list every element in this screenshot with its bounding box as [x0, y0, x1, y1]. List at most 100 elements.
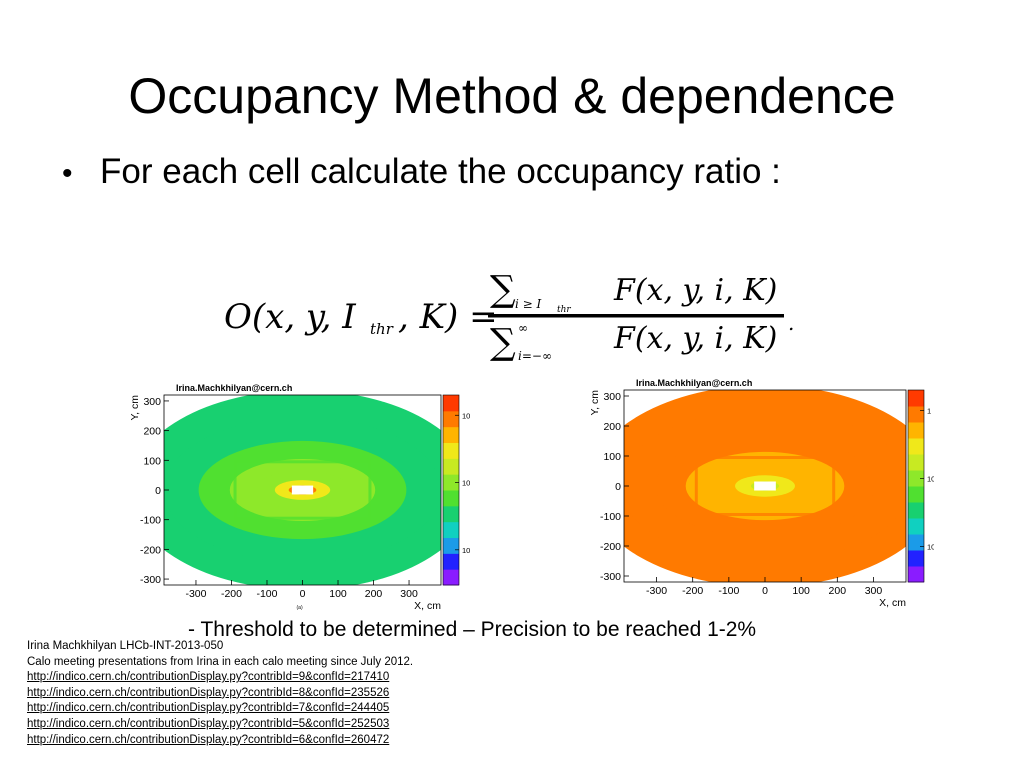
reference-link[interactable]: http://indico.cern.ch/contributionDispla…: [27, 671, 390, 684]
colorbar-swatch: [908, 534, 924, 551]
fraction-bar: [488, 314, 784, 318]
y-tick-label: 300: [603, 391, 621, 403]
colorbar-tick-label: 10⁻³: [462, 546, 470, 555]
colorbar-swatch: [908, 518, 924, 535]
plot-title: Irina.Machkhilyan@cern.ch: [176, 383, 292, 393]
x-tick-label: 300: [865, 585, 883, 597]
colorbar-swatch: [443, 505, 459, 523]
slide-title: Occupancy Method & dependence: [128, 68, 896, 124]
x-tick-label: -200: [682, 585, 703, 597]
colorbar-swatch: [443, 458, 459, 475]
colorbar-swatch: [443, 426, 459, 443]
colorbar-tick-label: 10⁻²: [462, 479, 470, 488]
x-tick-label: -200: [221, 588, 242, 600]
y-tick-label: 100: [143, 455, 161, 467]
plot-footnote: (a): [297, 605, 303, 611]
y-tick-label: 300: [143, 396, 161, 408]
reference-link[interactable]: http://indico.cern.ch/contributionDispla…: [27, 717, 390, 730]
bullet-text: For each cell calculate the occupancy ra…: [100, 152, 781, 191]
heatmap-cells: [624, 390, 906, 582]
colorbar-swatch: [443, 569, 459, 586]
x-tick-label: 0: [762, 585, 768, 597]
heatmap-cells: [164, 395, 441, 585]
numerator-sum-subscript-tail: thr: [557, 305, 571, 315]
colorbar-frame: [442, 394, 460, 586]
formula-denominator: F(x, y, i, K): [613, 321, 777, 356]
bullet-dot-icon: •: [62, 157, 73, 190]
y-tick-label: -200: [600, 541, 621, 553]
colorbar-swatch: [908, 502, 924, 519]
y-tick-label: 0: [155, 485, 161, 497]
colorbar-tick-label: 10⁻¹: [462, 411, 470, 420]
y-axis-label: Y, cm: [129, 395, 141, 421]
colorbar-swatch: [908, 454, 924, 471]
x-tick-label: 200: [829, 585, 847, 597]
occupancy-formula: O(x, y, I thr , K) = ∑ i ≥ I thr F(x, y,…: [224, 269, 794, 363]
colorbar: 1 10⁻¹ 10⁻²: [907, 389, 934, 583]
y-tick-label: 100: [603, 451, 621, 463]
plot-title: Irina.Machkhilyan@cern.ch: [636, 378, 752, 388]
colorbar-tick-label: 10⁻¹: [927, 474, 934, 483]
reference-text: Irina Machkhilyan LHCb-INT-2013-050: [27, 640, 224, 652]
reference-link[interactable]: http://indico.cern.ch/contributionDispla…: [27, 702, 390, 715]
occupancy-heatmap-left: -300 -200 -100 0 100 200 300 300 200 100 0 -100 -200…: [129, 383, 470, 612]
colorbar-swatch: [443, 442, 459, 459]
reference-list: Irina Machkhilyan LHCb-INT-2013-050 Calo …: [27, 639, 413, 748]
y-tick-label: 200: [143, 426, 161, 438]
formula-lhs-subscript: thr: [370, 320, 394, 338]
numerator-sum-icon: ∑: [490, 269, 516, 310]
x-tick-label: -100: [256, 588, 277, 600]
colorbar-swatch: [443, 410, 459, 428]
denominator-sum-subscript: i=−∞: [518, 349, 552, 363]
x-tick-label: 100: [329, 588, 347, 600]
colorbar-swatch: [908, 438, 924, 455]
colorbar: 10⁻¹ 10⁻² 10⁻³: [442, 394, 470, 586]
y-tick-label: -300: [600, 571, 621, 583]
y-tick-label: -200: [140, 544, 161, 556]
colorbar-tick-label: 10⁻²: [927, 542, 934, 551]
colorbar-swatch: [908, 486, 924, 503]
colorbar-frame: [907, 389, 925, 583]
x-axis-label: X, cm: [414, 600, 441, 612]
colorbar-swatch: [443, 395, 459, 412]
formula-lhs-tail: , K) =: [398, 297, 498, 337]
x-tick-label: -100: [718, 585, 739, 597]
colorbar-swatch: [443, 521, 459, 538]
beam-hole: [754, 481, 776, 491]
colorbar-swatch: [908, 406, 924, 423]
beam-hole: [291, 485, 314, 495]
reference-link[interactable]: http://indico.cern.ch/contributionDispla…: [27, 686, 390, 699]
caption-threshold: - Threshold to be determined – Precision…: [188, 618, 757, 641]
numerator-sum-subscript: i ≥ I: [515, 297, 542, 311]
denominator-sum-icon: ∑: [490, 322, 516, 363]
reference-link[interactable]: http://indico.cern.ch/contributionDispla…: [27, 733, 390, 746]
colorbar-swatch: [908, 566, 924, 583]
colorbar-tick-label: 1: [927, 406, 931, 415]
denominator-sum-superscript: ∞: [518, 321, 528, 335]
x-axis-label: X, cm: [879, 597, 906, 609]
y-tick-label: -100: [600, 511, 621, 523]
colorbar-swatch: [908, 550, 924, 567]
colorbar-swatch: [908, 470, 924, 487]
formula-trailing-period: .: [788, 311, 794, 335]
inner-region-outline: [233, 460, 372, 520]
formula-numerator: F(x, y, i, K): [613, 273, 777, 308]
x-tick-label: 300: [400, 588, 418, 600]
bullet-item: • For each cell calculate the occupancy …: [62, 150, 781, 196]
colorbar-swatch: [443, 537, 459, 554]
y-tick-label: 0: [615, 481, 621, 493]
x-tick-label: -300: [646, 585, 667, 597]
colorbar-swatch: [908, 422, 924, 439]
x-tick-label: 0: [300, 588, 306, 600]
y-axis-label: Y, cm: [589, 390, 601, 416]
x-tick-label: 100: [792, 585, 810, 597]
colorbar-swatch: [443, 490, 459, 507]
occupancy-heatmap-right: -300 -200 -100 0 100 200 300 300 200 100 0 -100 -200…: [589, 378, 934, 609]
colorbar-swatch: [443, 553, 459, 570]
formula-lhs: O(x, y, I: [224, 297, 356, 337]
y-tick-label: -100: [140, 515, 161, 527]
reference-text: Calo meeting presentations from Irina in…: [27, 655, 414, 668]
colorbar-swatch: [443, 474, 459, 491]
y-tick-label: -300: [140, 574, 161, 586]
inner-region-outline: [694, 456, 836, 516]
